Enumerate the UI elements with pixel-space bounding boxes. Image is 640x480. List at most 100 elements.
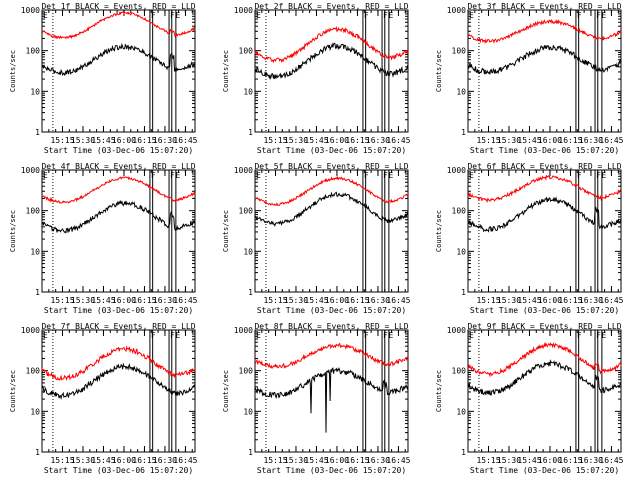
y-tick-label: 10 (456, 87, 466, 96)
x-tick-label: 15:45 (517, 136, 541, 145)
flag-label: F (151, 171, 156, 180)
x-tick-label: 16:15 (132, 296, 156, 305)
y-axis-label: Counts/sec (222, 210, 230, 252)
plot-frame (41, 9, 196, 133)
events-series-line (467, 44, 622, 75)
x-tick-label: 15:15 (50, 296, 74, 305)
x-tick-label: 16:45 (173, 136, 197, 145)
x-tick-label: 15:45 (91, 296, 115, 305)
y-tick-label: 1 (35, 128, 40, 137)
y-tick-label: 10 (30, 407, 40, 416)
y-tick-label: 1 (35, 448, 40, 457)
chart-panel-6: Det 6f BLACK = Events, RED = LLD 1 10 100 10… (435, 162, 624, 315)
x-tick-label: 15:30 (71, 296, 95, 305)
flag-label: F (383, 11, 388, 20)
lld-series-line (254, 342, 409, 370)
plot-frame (41, 329, 196, 453)
lld-series-line (467, 342, 622, 378)
flag-label: E (469, 11, 474, 20)
flag-label: E (256, 331, 261, 340)
flag-label: F (170, 171, 175, 180)
chart-panel-7: Det 7f BLACK = Events, RED = LLD 1 10 100 10… (9, 322, 198, 475)
x-tick-label: 15:30 (284, 456, 308, 465)
y-tick-label: 1 (461, 288, 466, 297)
plot-frame (467, 169, 622, 293)
lld-series-line (467, 174, 622, 203)
x-tick-label: 15:15 (263, 136, 287, 145)
x-axis-label: Start Time (03-Dec-06 15:07:20) (44, 146, 193, 155)
flag-label: F (170, 331, 175, 340)
y-axis-label: Counts/sec (435, 210, 443, 252)
flag-label: E (469, 331, 474, 340)
x-tick-label: 16:15 (345, 296, 369, 305)
flag-label: F (577, 171, 582, 180)
x-tick-label: 15:30 (497, 456, 521, 465)
flag-label: F (151, 331, 156, 340)
flag-label: E (602, 171, 607, 180)
x-tick-label: 15:45 (517, 296, 541, 305)
y-tick-label: 1000 (21, 166, 40, 175)
x-tick-label: 16:30 (366, 296, 390, 305)
x-axis-label: Start Time (03-Dec-06 15:07:20) (257, 466, 406, 475)
flag-label: E (389, 11, 394, 20)
flag-label: E (176, 171, 181, 180)
x-tick-label: 16:00 (538, 296, 562, 305)
y-tick-label: 100 (452, 207, 467, 216)
x-tick-label: 15:45 (304, 136, 328, 145)
y-tick-label: 10 (456, 407, 466, 416)
x-tick-label: 15:30 (284, 136, 308, 145)
x-tick-label: 16:45 (173, 456, 197, 465)
y-tick-label: 100 (26, 47, 41, 56)
y-tick-label: 1000 (234, 6, 253, 15)
x-tick-label: 16:30 (579, 456, 603, 465)
x-tick-label: 16:00 (538, 136, 562, 145)
plot-frame (254, 169, 409, 293)
events-series-line (41, 200, 196, 234)
x-tick-label: 16:00 (112, 296, 136, 305)
chart-title: Det 8f BLACK = Events, RED = LLD (254, 322, 408, 331)
x-axis-label: Start Time (03-Dec-06 15:07:20) (470, 306, 619, 315)
x-tick-label: 16:15 (345, 456, 369, 465)
flag-label: E (602, 331, 607, 340)
flag-label: F (151, 11, 156, 20)
x-tick-label: 16:30 (579, 296, 603, 305)
lld-series-line (254, 25, 409, 64)
x-tick-label: 16:30 (579, 136, 603, 145)
y-axis-label: Counts/sec (222, 50, 230, 92)
x-tick-label: 16:15 (132, 456, 156, 465)
x-tick-label: 16:45 (386, 296, 410, 305)
chart-title: Det 1f BLACK = Events, RED = LLD (41, 2, 195, 11)
flag-label: F (577, 11, 582, 20)
y-tick-label: 100 (26, 367, 41, 376)
lld-series-line (41, 176, 196, 204)
flag-label: E (389, 331, 394, 340)
y-axis-label: Counts/sec (9, 50, 17, 92)
x-tick-label: 16:30 (153, 296, 177, 305)
y-tick-label: 1000 (234, 326, 253, 335)
chart-panel-9: Det 9f BLACK = Events, RED = LLD 1 10 100 10… (435, 322, 624, 475)
plot-frame (41, 169, 196, 293)
flag-label: E (469, 171, 474, 180)
x-tick-label: 16:30 (366, 456, 390, 465)
y-tick-label: 100 (239, 367, 254, 376)
events-series-line (254, 42, 409, 80)
x-axis-label: Start Time (03-Dec-06 15:07:20) (257, 306, 406, 315)
y-tick-label: 1000 (21, 326, 40, 335)
chart-panel-8: Det 8f BLACK = Events, RED = LLD 1 10 100 10… (222, 322, 411, 475)
x-tick-label: 15:30 (71, 136, 95, 145)
chart-title: Det 4f BLACK = Events, RED = LLD (41, 162, 195, 171)
flag-label: E (602, 11, 607, 20)
y-tick-label: 1 (248, 288, 253, 297)
events-series-line (467, 196, 622, 233)
y-tick-label: 10 (30, 247, 40, 256)
y-tick-label: 10 (243, 87, 253, 96)
y-axis-label: Counts/sec (9, 370, 17, 412)
x-tick-label: 16:00 (538, 456, 562, 465)
lld-series-line (41, 345, 196, 382)
plot-frame (467, 9, 622, 133)
flag-label: E (43, 11, 48, 20)
y-tick-label: 1 (35, 288, 40, 297)
flag-label: F (383, 331, 388, 340)
flag-label: F (383, 171, 388, 180)
